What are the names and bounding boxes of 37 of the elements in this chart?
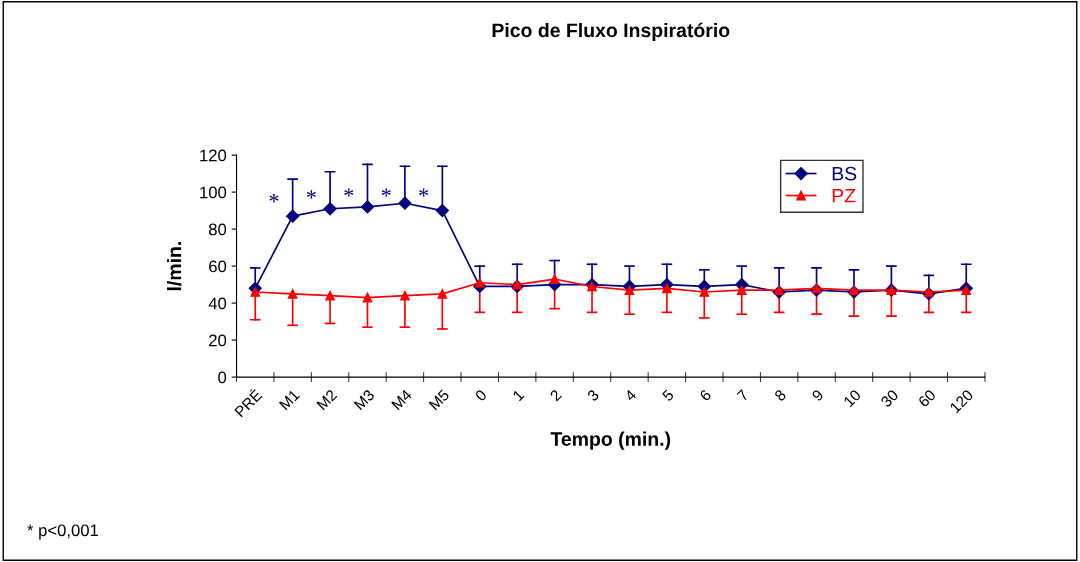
x-tick-label: M5 bbox=[428, 389, 450, 411]
x-tick-label: 6 bbox=[699, 388, 712, 402]
y-tick-label: 120 bbox=[200, 149, 227, 162]
y-axis-title: l/min. bbox=[166, 242, 182, 291]
annotation: * bbox=[306, 190, 316, 199]
x-tick-label: 2 bbox=[549, 389, 562, 402]
y-tick-label: 60 bbox=[209, 260, 227, 273]
x-tick-label: 5 bbox=[661, 389, 675, 402]
x-tick-label: 1 bbox=[512, 389, 525, 402]
x-tick-label: 9 bbox=[811, 389, 824, 402]
x-tick-label: M2 bbox=[316, 389, 338, 411]
y-tick-label: 0 bbox=[218, 371, 227, 384]
y-tick-label: 100 bbox=[200, 186, 227, 199]
y-tick-label: 80 bbox=[208, 223, 227, 236]
x-tick-label: 8 bbox=[773, 388, 787, 402]
chart-title: Pico de Fluxo Inspiratório bbox=[492, 22, 730, 42]
x-tick-label: M1 bbox=[278, 389, 300, 411]
x-tick-label: M4 bbox=[391, 388, 413, 411]
y-tick-label: 20 bbox=[209, 334, 227, 347]
legend-label: BS bbox=[832, 166, 857, 181]
legend-label: PZ bbox=[832, 188, 856, 203]
annotation: * bbox=[269, 194, 279, 203]
annotation: * bbox=[344, 188, 354, 197]
x-tick-label: 120 bbox=[949, 388, 974, 414]
x-axis-title: Tempo (min.) bbox=[550, 431, 671, 450]
text: * p<0,001 bbox=[27, 524, 99, 540]
x-tick-label: 3 bbox=[586, 388, 600, 402]
annotation: * bbox=[381, 188, 391, 197]
x-tick-label: M3 bbox=[353, 388, 375, 411]
x-tick-label: 60 bbox=[917, 388, 937, 408]
x-tick-label: 10 bbox=[843, 388, 862, 408]
x-tick-label: 30 bbox=[880, 388, 899, 408]
x-tick-label: 0 bbox=[474, 388, 488, 402]
x-tick-label: 7 bbox=[736, 389, 749, 402]
y-tick-label: 40 bbox=[208, 297, 227, 310]
x-tick-label: 4 bbox=[624, 388, 637, 402]
annotation: * bbox=[419, 188, 429, 197]
